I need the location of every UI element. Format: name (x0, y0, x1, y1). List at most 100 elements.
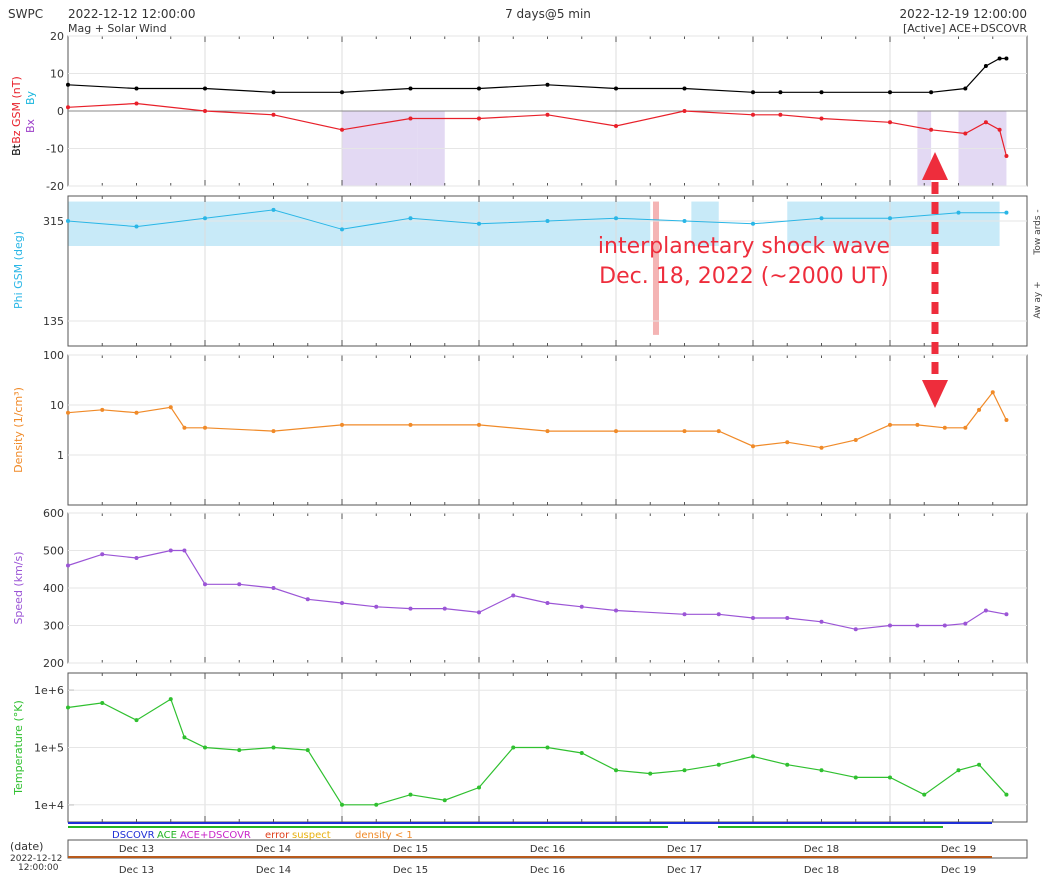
speed-panel: 600 500 400 300 200 Speed (km/s) (12, 507, 1028, 670)
mag-y-tick-label: 0 (57, 105, 64, 118)
temperature-point (819, 768, 824, 773)
bt-point (983, 64, 988, 68)
annotation-line-2: Dec. 18, 2022 (~2000 UT) (599, 264, 889, 289)
temperature-point (271, 745, 276, 750)
density-point (545, 429, 550, 434)
day-label-bottom: Dec 14 (256, 865, 291, 876)
temperature-point (100, 700, 105, 705)
speed-point (942, 623, 947, 628)
date-caption: (date) (10, 840, 43, 853)
density-point (408, 422, 413, 427)
day-label-top: Dec 19 (941, 844, 976, 855)
speed-point (477, 610, 481, 615)
mag-ylabel-by: By (24, 90, 37, 105)
temperature-point (182, 735, 187, 740)
density-point (168, 405, 173, 410)
speed-y-tick-label: 400 (43, 582, 64, 595)
day-label-bottom: Dec 17 (667, 865, 702, 876)
temperature-point (408, 792, 413, 797)
bz-point (888, 120, 892, 125)
speed-point (785, 616, 790, 620)
density-point (182, 425, 187, 430)
temperature-point (340, 802, 344, 807)
legend-ace: ACE (157, 830, 177, 841)
temperature-panel-y-tick-label: 1e+6 (34, 684, 64, 697)
temperature-point (545, 745, 550, 750)
shock-annotation: interplanetary shock wave Dec. 18, 2022 … (598, 152, 948, 408)
density-point (751, 444, 755, 449)
date-axis-bar (68, 856, 992, 858)
temperature-point (785, 762, 790, 767)
speed-point (305, 597, 310, 602)
bz-point (66, 105, 70, 110)
speed-y-tick-label: 200 (43, 657, 64, 670)
speed-point (340, 601, 344, 605)
day-label-top: Dec 13 (119, 844, 154, 855)
phi-toward-band (68, 201, 651, 246)
temperature-panel-y-tick-label: 1e+4 (34, 799, 64, 812)
speed-point (915, 623, 920, 628)
speed-point (374, 604, 379, 609)
density-point (977, 407, 982, 412)
bt-point (203, 86, 207, 91)
density-point (340, 422, 344, 427)
speed-y-tick-label: 500 (43, 545, 64, 558)
legend-ace-dscovr: ACE+DSCOVR (180, 830, 251, 841)
speed-point (442, 606, 447, 611)
legend-suspect: suspect (292, 830, 331, 841)
temperature-point (134, 718, 139, 723)
bt-point (134, 86, 139, 91)
temperature-series-line (67, 698, 1007, 806)
temperature-point (853, 775, 858, 780)
speed-point (983, 608, 988, 613)
mag-ylabel-bz: Bz GSM (nT) (10, 76, 23, 144)
bt-point (408, 86, 413, 91)
phi-y-tick-label: 135 (43, 315, 64, 328)
speed-point (888, 623, 892, 628)
axis-start-clock: 12:00:00 (18, 863, 59, 873)
temperature-point (168, 697, 173, 702)
temperature-point (442, 798, 447, 803)
speed-series-line (67, 549, 1007, 630)
density-point (963, 425, 968, 430)
density-point (990, 390, 995, 395)
day-label-bottom: Dec 15 (393, 865, 428, 876)
legend-density-low: density < 1 (355, 830, 413, 841)
temperature-point (66, 705, 70, 710)
temperature-point (956, 768, 961, 773)
bz-point (983, 120, 988, 125)
phi-series-line (67, 209, 1007, 230)
ace-source-bar (68, 826, 668, 828)
temperature-point (682, 768, 687, 773)
temperature-point (888, 775, 892, 780)
speed-point (819, 619, 824, 624)
bz-point (751, 112, 755, 117)
speed-point (716, 612, 721, 617)
bz-point (271, 112, 276, 117)
bz-point (682, 109, 687, 113)
mag-ylabel-bt: Bt (10, 143, 23, 156)
density-point (614, 429, 618, 434)
speed-point (66, 563, 70, 568)
bt-point (682, 86, 687, 91)
day-label-bottom: Dec 16 (530, 865, 565, 876)
bz-point (340, 127, 344, 132)
mag-y-tick-label: -10 (46, 143, 64, 156)
arrow-head-down (922, 380, 948, 408)
bt-point (888, 90, 892, 95)
bz-point (134, 101, 139, 106)
start-time: 2022-12-12 12:00:00 (68, 7, 195, 21)
speed-point (100, 552, 105, 557)
bz-point (477, 116, 481, 121)
arrow-head-up (922, 152, 948, 180)
temperature-point (374, 802, 379, 807)
date-axis: Dec 13 Dec 13 Dec 14 Dec 14 Dec 15 Dec 15 Dec … (67, 839, 1028, 876)
temperature-point (977, 762, 982, 767)
density-point (477, 422, 481, 427)
bt-point (1004, 56, 1009, 61)
temperature-point (511, 745, 516, 750)
mag-y-tick-label: 10 (50, 68, 64, 81)
density-panel-ylabel: Density (1/cm³) (12, 387, 25, 473)
speed-point (579, 604, 584, 609)
